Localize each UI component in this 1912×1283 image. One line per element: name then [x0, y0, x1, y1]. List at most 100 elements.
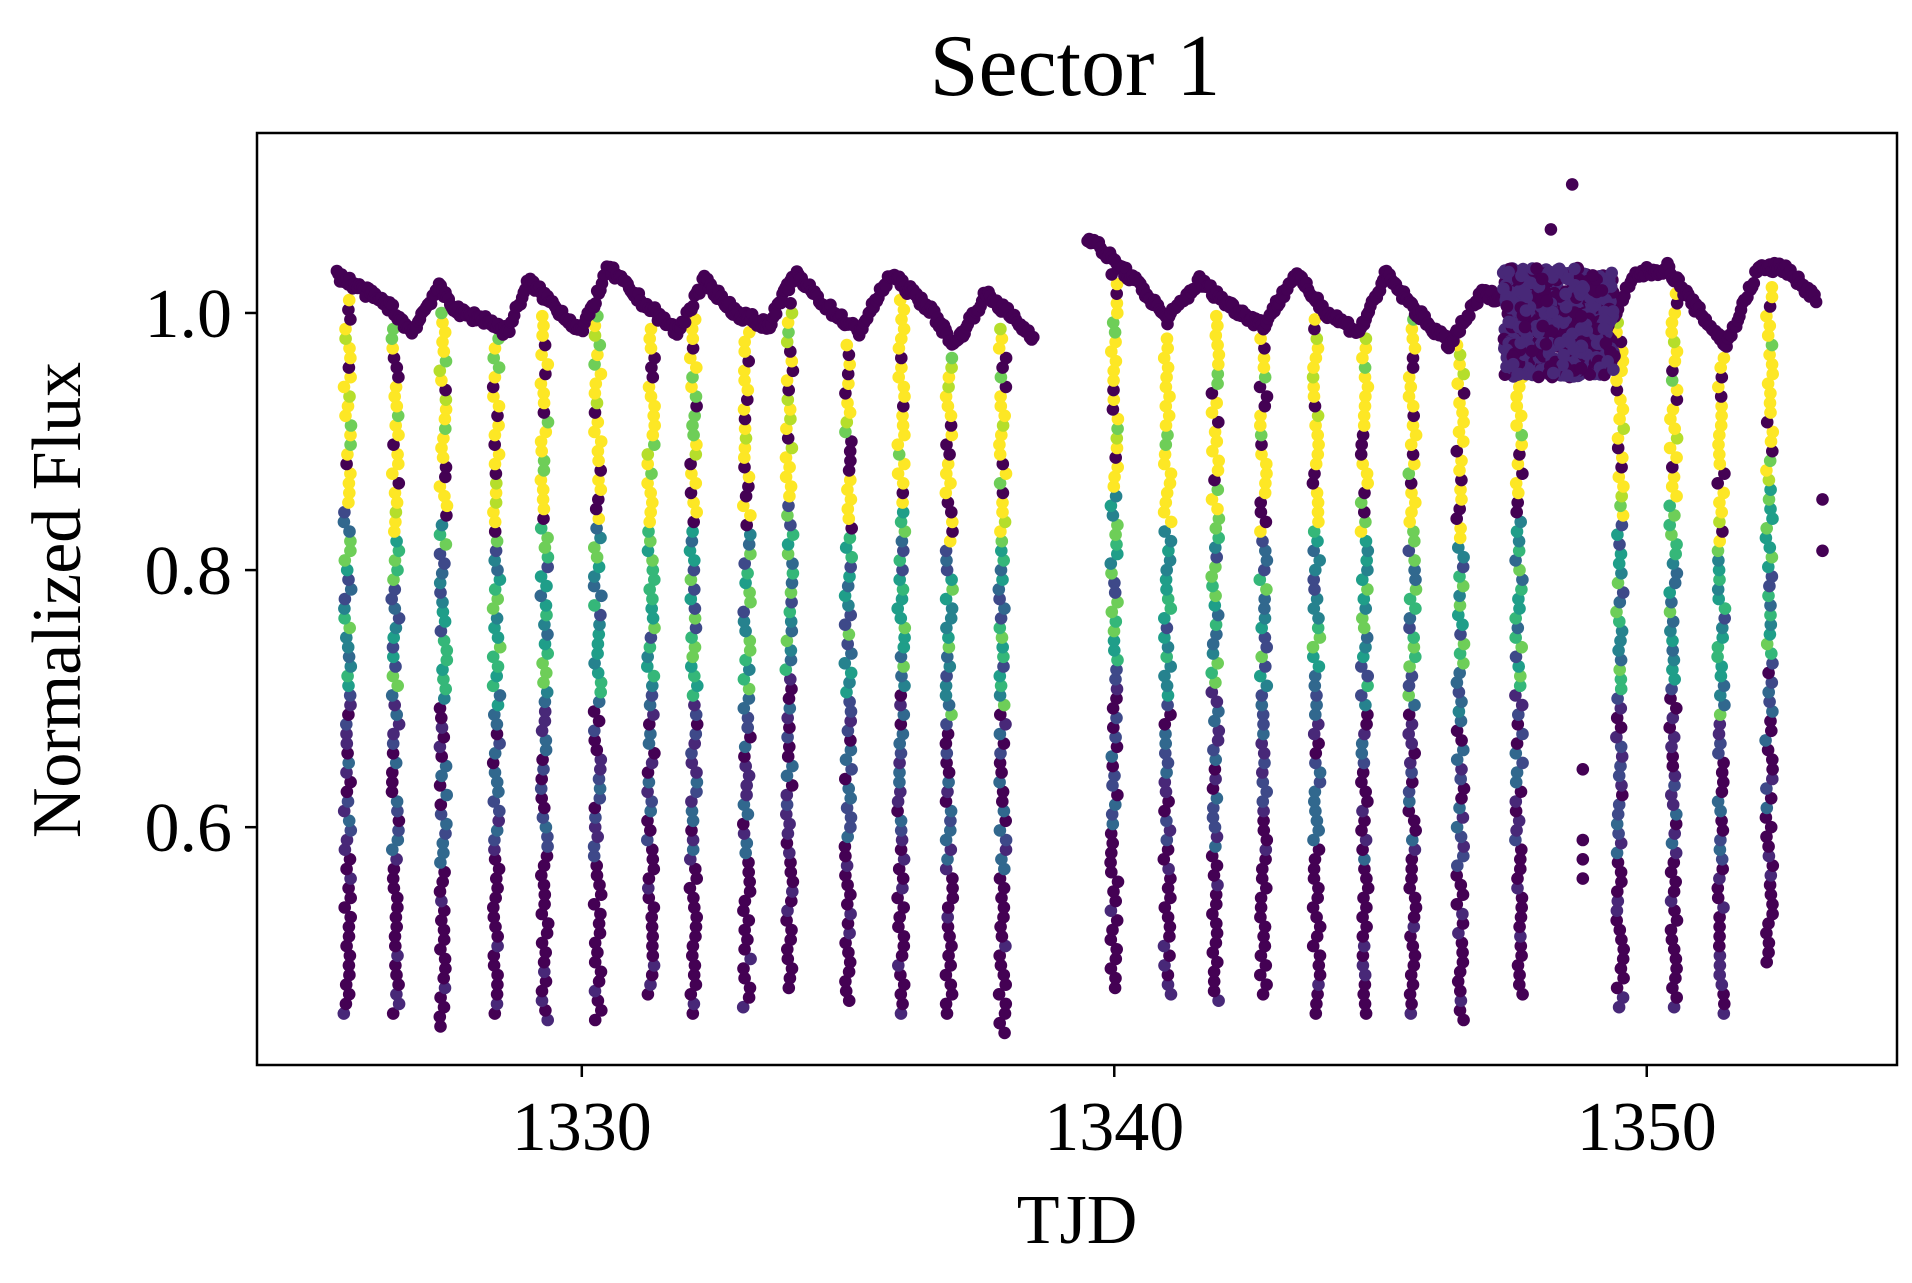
data-point [1106, 836, 1119, 850]
data-point [1206, 647, 1220, 660]
data-point [1668, 779, 1681, 792]
data-point [541, 531, 554, 545]
data-point [1357, 891, 1370, 905]
data-point [942, 698, 956, 712]
data-point [539, 367, 552, 381]
data-point [783, 403, 797, 416]
data-point [1359, 342, 1373, 355]
data-point [386, 640, 400, 654]
data-point [1763, 878, 1777, 892]
data-point [588, 570, 601, 583]
data-point [1762, 946, 1775, 959]
data-point [1308, 322, 1321, 336]
data-point [537, 502, 551, 516]
data-point [737, 817, 750, 831]
data-point [784, 480, 798, 493]
data-point [342, 573, 355, 586]
data-point [686, 419, 699, 432]
data-point [1404, 380, 1418, 394]
data-point [1561, 272, 1574, 286]
data-point [1355, 737, 1369, 750]
data-point [738, 894, 752, 908]
data-point [779, 663, 793, 676]
data-point [491, 930, 505, 943]
data-point [592, 473, 605, 487]
data-point [491, 881, 504, 895]
data-point [1717, 988, 1730, 1001]
data-point [1510, 419, 1523, 432]
data-point [1260, 679, 1274, 693]
data-point [389, 756, 403, 770]
data-point [392, 718, 406, 731]
data-point [490, 775, 504, 789]
data-point [1455, 454, 1468, 468]
data-point [1254, 409, 1267, 423]
data-point [1713, 910, 1726, 924]
data-point [503, 325, 516, 339]
data-point [781, 316, 795, 329]
data-point [391, 949, 404, 962]
data-point [1161, 698, 1174, 712]
data-point [593, 782, 607, 795]
data-point [1210, 628, 1223, 641]
data-point [342, 496, 355, 509]
data-point [897, 660, 910, 673]
data-point [1406, 361, 1420, 374]
data-point [1110, 441, 1124, 455]
data-point [781, 509, 794, 522]
data-point [594, 888, 608, 901]
data-point [1405, 853, 1419, 866]
data-point [389, 660, 402, 673]
data-point [781, 904, 794, 917]
data-point [841, 917, 855, 930]
data-point [844, 792, 857, 805]
data-point [1311, 534, 1324, 548]
data-point [839, 425, 852, 439]
data-point [1712, 727, 1726, 741]
data-point [389, 380, 403, 394]
data-point [1307, 862, 1321, 876]
data-point [939, 862, 953, 876]
data-point [689, 862, 702, 876]
data-point [1612, 470, 1626, 484]
data-point [1356, 804, 1369, 818]
data-point [1255, 872, 1269, 885]
data-point [1760, 522, 1773, 535]
data-point [1714, 804, 1727, 818]
data-point [891, 438, 905, 452]
data-point [1453, 531, 1467, 545]
data-point [1506, 357, 1520, 371]
data-point [1670, 432, 1684, 445]
data-point [1311, 988, 1324, 1001]
data-point [741, 383, 755, 397]
data-point [686, 833, 700, 847]
data-point [646, 843, 659, 856]
data-point [839, 541, 853, 554]
data-point [1312, 612, 1325, 625]
data-point [437, 634, 451, 648]
data-point [492, 814, 506, 828]
data-point [996, 486, 1010, 500]
data-point [785, 624, 799, 638]
data-point [1209, 329, 1223, 342]
data-point [1158, 775, 1172, 789]
data-point [997, 968, 1011, 982]
data-point [1457, 387, 1471, 400]
data-point [688, 669, 701, 683]
data-point [1259, 959, 1273, 972]
data-point [1210, 917, 1223, 930]
data-point [433, 364, 447, 378]
data-point [737, 403, 751, 416]
data-point [1356, 573, 1369, 586]
data-point [737, 798, 751, 811]
data-point [1762, 560, 1775, 574]
data-point [386, 872, 400, 885]
data-point [1359, 785, 1372, 799]
data-point [1761, 743, 1775, 757]
data-point [1159, 399, 1173, 413]
data-point [340, 833, 354, 847]
data-point [844, 666, 858, 680]
data-point [1358, 853, 1371, 866]
data-point [540, 579, 553, 593]
data-point [1403, 881, 1416, 895]
